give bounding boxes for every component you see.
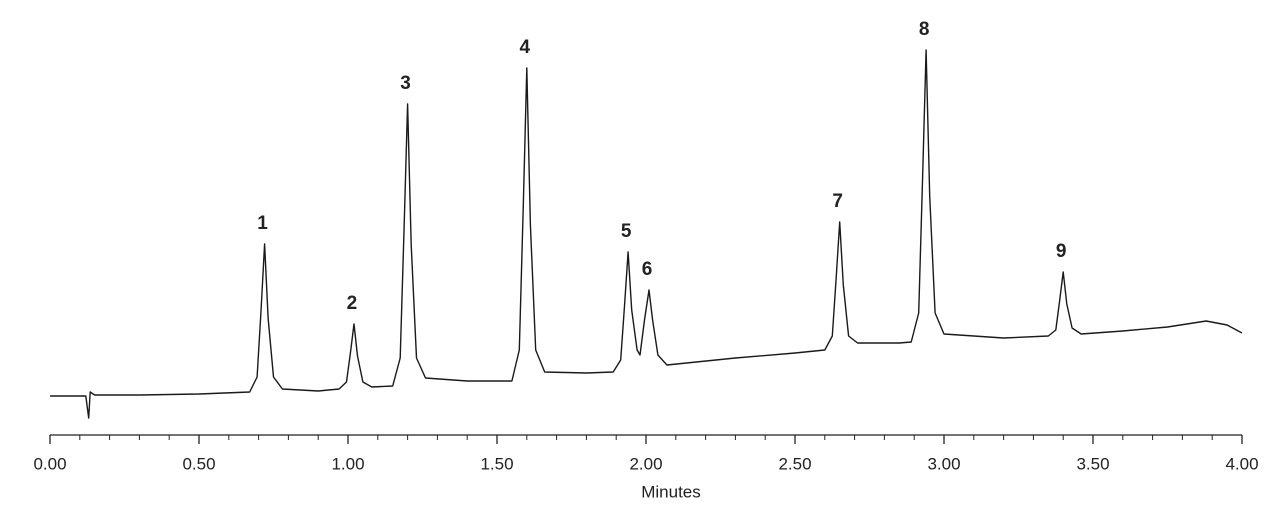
x-tick-label: 1.50 (480, 454, 513, 473)
peak-label: 8 (919, 19, 930, 40)
peak-label: 4 (520, 37, 531, 58)
x-tick-label: 2.00 (629, 454, 662, 473)
peak-label: 9 (1056, 241, 1067, 262)
x-tick-label: 3.50 (1076, 454, 1109, 473)
x-tick-label: 0.50 (182, 454, 215, 473)
peak-label: 3 (400, 73, 411, 94)
chromatogram-line (50, 49, 1243, 419)
x-tick-label: 4.00 (1225, 454, 1258, 473)
peak-label: 5 (621, 221, 632, 242)
peak-label: 1 (257, 213, 268, 234)
peak-label: 6 (642, 259, 653, 280)
peak-label: 7 (832, 191, 843, 212)
x-tick-label: 0.00 (33, 454, 66, 473)
peak-label: 2 (347, 293, 358, 314)
x-tick-label: 1.00 (331, 454, 364, 473)
x-tick-label: 2.50 (778, 454, 811, 473)
x-axis-title: Minutes (641, 482, 701, 501)
x-tick-label: 3.00 (927, 454, 960, 473)
